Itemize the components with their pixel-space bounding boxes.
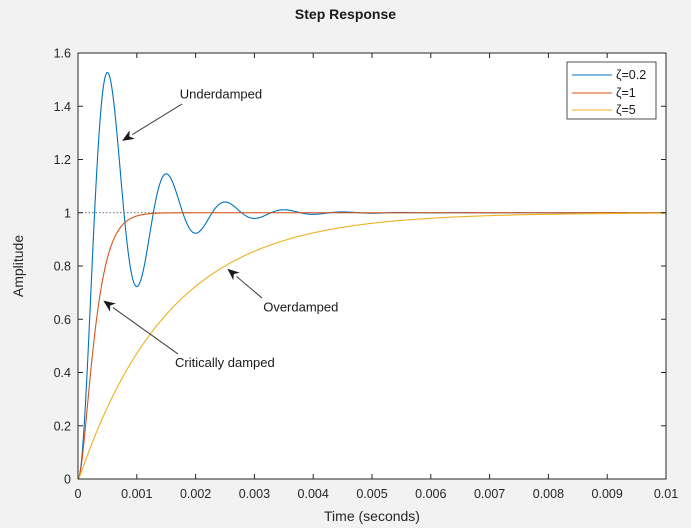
arrowhead-icon xyxy=(122,130,135,141)
x-tick-label: 0.003 xyxy=(239,487,270,501)
x-tick-label: 0.001 xyxy=(121,487,152,501)
axes-background xyxy=(78,53,666,479)
x-tick-label: 0.005 xyxy=(356,487,387,501)
y-tick-label: 1 xyxy=(64,206,71,220)
y-tick-label: 0.8 xyxy=(54,260,71,274)
y-tick-label: 0 xyxy=(64,473,71,487)
arrowhead-icon xyxy=(103,300,116,312)
chart-title: Step Response xyxy=(294,6,397,22)
series-lines xyxy=(78,71,666,479)
x-tick-label: 0.007 xyxy=(474,487,505,501)
arrowhead-icon xyxy=(227,268,240,281)
series-line-1 xyxy=(78,212,666,479)
annotation-critically-damped: Critically damped xyxy=(175,355,275,370)
legend[interactable]: ζ=0.2 ζ=1 ζ=5 xyxy=(566,61,657,120)
x-tick-label: 0.002 xyxy=(180,487,211,501)
x-axis-label: Time (seconds) xyxy=(324,508,420,524)
y-tick-label: 0.4 xyxy=(54,366,71,380)
x-tick-label: 0.01 xyxy=(654,487,678,501)
series-line-2 xyxy=(78,212,666,479)
y-tick-label: 0.2 xyxy=(54,419,71,433)
legend-label-zeta-5: ζ=5 xyxy=(616,103,636,117)
y-tick-label: 1.2 xyxy=(54,153,71,167)
axes-frame xyxy=(77,52,667,480)
x-tick-label: 0.008 xyxy=(533,487,564,501)
annotation-underdamped: Underdamped xyxy=(180,86,262,101)
x-tick-label: 0.009 xyxy=(592,487,623,501)
legend-label-zeta-0.2: ζ=0.2 xyxy=(616,68,646,82)
y-tick-label: 1.4 xyxy=(54,100,71,114)
y-tick-labels: 0 0.2 0.4 0.6 0.8 1 1.2 1.4 1.6 xyxy=(54,47,71,487)
x-tick-labels: 0 0.001 0.002 0.003 0.004 0.005 0.006 0.007 0.00… xyxy=(75,487,679,501)
x-tick-label: 0.004 xyxy=(298,487,329,501)
x-tick-label: 0 xyxy=(75,487,82,501)
annotation-arrow-line xyxy=(236,276,263,299)
annotation-overdamped: Overdamped xyxy=(263,299,338,314)
y-tick-label: 0.6 xyxy=(54,313,71,327)
x-tick-label: 0.006 xyxy=(415,487,446,501)
y-axis-label: Amplitude xyxy=(10,235,26,297)
annotation-arrow-line xyxy=(132,103,183,135)
y-tick-label: 1.6 xyxy=(54,47,71,61)
legend-label-zeta-1: ζ=1 xyxy=(616,86,636,100)
annotation-arrow-line xyxy=(112,307,179,355)
annotations: Underdamped Critically damped Overdamped xyxy=(103,86,338,370)
